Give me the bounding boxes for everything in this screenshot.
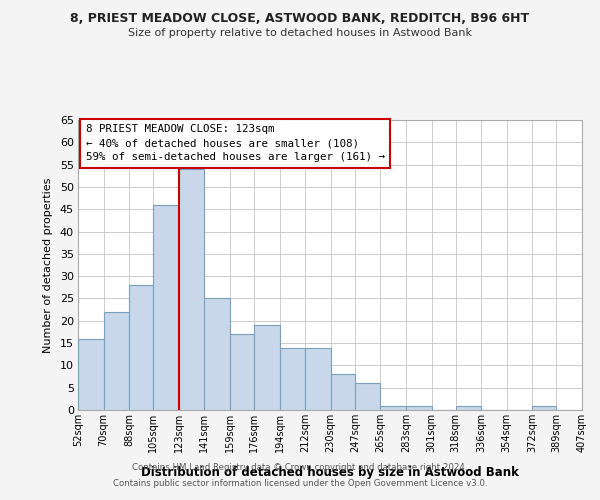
- Bar: [380, 406, 406, 410]
- Bar: [254, 325, 280, 410]
- Bar: [280, 348, 305, 410]
- Bar: [230, 334, 254, 410]
- Bar: [532, 406, 556, 410]
- Text: 8, PRIEST MEADOW CLOSE, ASTWOOD BANK, REDDITCH, B96 6HT: 8, PRIEST MEADOW CLOSE, ASTWOOD BANK, RE…: [70, 12, 530, 26]
- Bar: [179, 169, 205, 410]
- Bar: [129, 285, 153, 410]
- Bar: [305, 348, 331, 410]
- Bar: [331, 374, 355, 410]
- Bar: [104, 312, 129, 410]
- Bar: [205, 298, 230, 410]
- Bar: [406, 406, 431, 410]
- Bar: [153, 205, 179, 410]
- Bar: [78, 338, 104, 410]
- X-axis label: Distribution of detached houses by size in Astwood Bank: Distribution of detached houses by size …: [141, 466, 519, 479]
- Text: 8 PRIEST MEADOW CLOSE: 123sqm
← 40% of detached houses are smaller (108)
59% of : 8 PRIEST MEADOW CLOSE: 123sqm ← 40% of d…: [86, 124, 385, 162]
- Y-axis label: Number of detached properties: Number of detached properties: [43, 178, 53, 352]
- Text: Size of property relative to detached houses in Astwood Bank: Size of property relative to detached ho…: [128, 28, 472, 38]
- Bar: [455, 406, 481, 410]
- Text: Contains HM Land Registry data © Crown copyright and database right 2024.: Contains HM Land Registry data © Crown c…: [132, 464, 468, 472]
- Bar: [355, 383, 380, 410]
- Text: Contains public sector information licensed under the Open Government Licence v3: Contains public sector information licen…: [113, 478, 487, 488]
